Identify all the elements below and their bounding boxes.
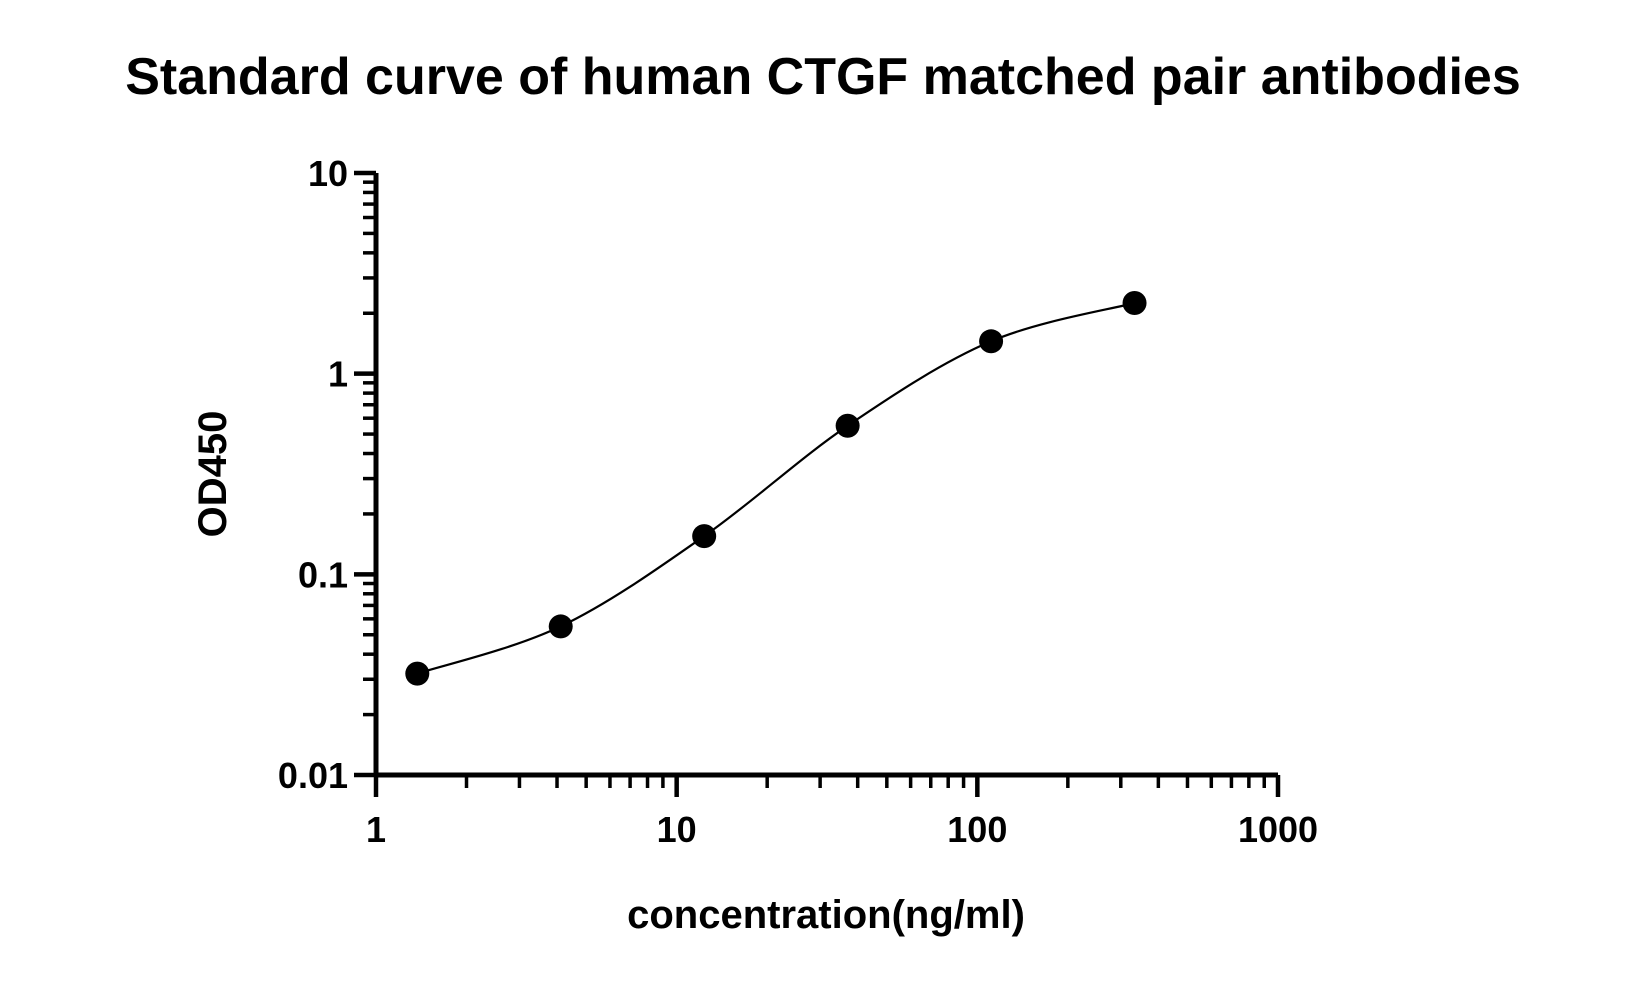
chart-title: Standard curve of human CTGF matched pai… (125, 48, 1521, 106)
x-tick-label: 1 (366, 809, 386, 850)
axes (373, 173, 1278, 778)
x-axis-ticks (373, 775, 1281, 797)
x-tick-label: 10 (657, 809, 697, 850)
x-axis-label: concentration(ng/ml) (627, 893, 1025, 937)
data-points (405, 290, 1147, 686)
y-axis-label: OD450 (191, 411, 235, 538)
y-tick-label: 10 (308, 153, 348, 194)
y-axis-ticks (354, 170, 376, 778)
data-point (548, 614, 573, 639)
y-tick-label: 0.1 (298, 554, 348, 595)
data-point (405, 661, 430, 686)
x-tick-label: 1000 (1238, 809, 1318, 850)
data-point (692, 524, 717, 549)
fit-curve (416, 301, 1135, 675)
x-axis-tick-labels: 1 10 100 1000 (366, 809, 1318, 850)
y-tick-label: 0.01 (278, 755, 348, 796)
y-axis-tick-labels: 0.01 0.1 1 10 (278, 153, 348, 796)
data-point (979, 329, 1004, 354)
data-point (835, 413, 860, 438)
x-tick-label: 100 (947, 809, 1007, 850)
y-tick-label: 1 (328, 354, 348, 395)
data-point (1122, 290, 1147, 315)
